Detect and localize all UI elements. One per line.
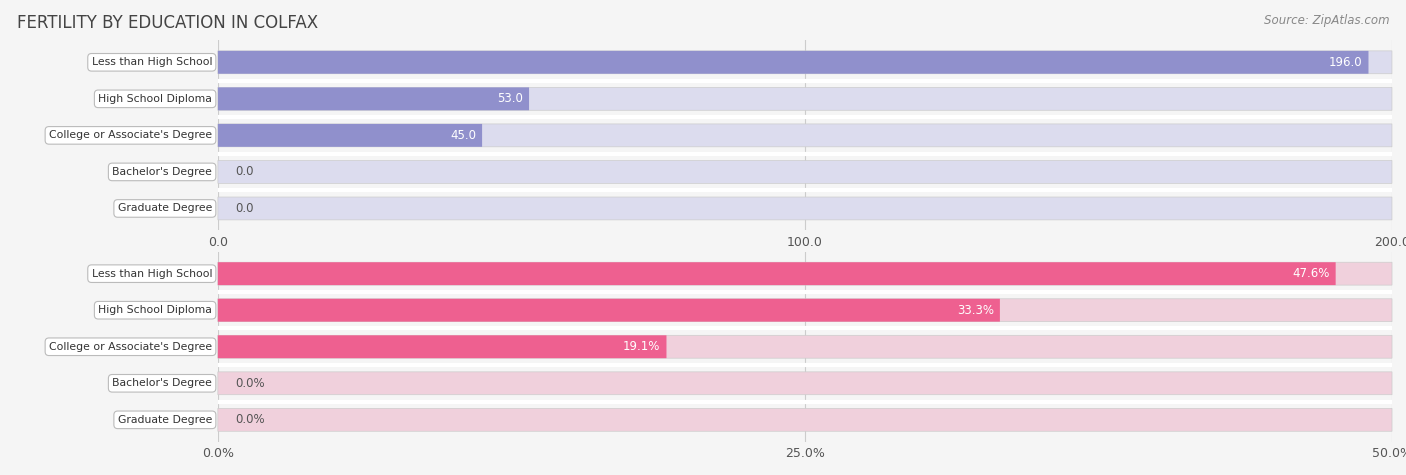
FancyBboxPatch shape xyxy=(218,335,666,358)
Text: Source: ZipAtlas.com: Source: ZipAtlas.com xyxy=(1264,14,1389,27)
FancyBboxPatch shape xyxy=(218,262,1336,285)
Text: College or Associate's Degree: College or Associate's Degree xyxy=(49,130,212,141)
FancyBboxPatch shape xyxy=(218,124,482,147)
FancyBboxPatch shape xyxy=(218,299,1392,322)
Text: Bachelor's Degree: Bachelor's Degree xyxy=(112,167,212,177)
FancyBboxPatch shape xyxy=(218,51,1392,74)
FancyBboxPatch shape xyxy=(218,197,1392,220)
Text: 33.3%: 33.3% xyxy=(957,304,994,317)
Text: 196.0: 196.0 xyxy=(1329,56,1362,69)
Text: 0.0: 0.0 xyxy=(236,202,254,215)
Text: High School Diploma: High School Diploma xyxy=(98,94,212,104)
Text: 53.0: 53.0 xyxy=(498,92,523,105)
Text: 0.0%: 0.0% xyxy=(236,413,266,427)
Text: 19.1%: 19.1% xyxy=(623,340,661,353)
FancyBboxPatch shape xyxy=(218,372,1392,395)
Text: College or Associate's Degree: College or Associate's Degree xyxy=(49,342,212,352)
FancyBboxPatch shape xyxy=(218,408,1392,431)
Text: 47.6%: 47.6% xyxy=(1292,267,1330,280)
Text: Bachelor's Degree: Bachelor's Degree xyxy=(112,378,212,388)
Text: 0.0%: 0.0% xyxy=(236,377,266,390)
Text: Graduate Degree: Graduate Degree xyxy=(118,415,212,425)
FancyBboxPatch shape xyxy=(218,51,1368,74)
FancyBboxPatch shape xyxy=(218,161,1392,183)
Text: Graduate Degree: Graduate Degree xyxy=(118,203,212,213)
Text: 0.0: 0.0 xyxy=(236,165,254,179)
Text: 45.0: 45.0 xyxy=(450,129,477,142)
FancyBboxPatch shape xyxy=(218,124,1392,147)
FancyBboxPatch shape xyxy=(218,87,529,110)
FancyBboxPatch shape xyxy=(218,87,1392,110)
Text: Less than High School: Less than High School xyxy=(91,269,212,279)
Text: High School Diploma: High School Diploma xyxy=(98,305,212,315)
Text: FERTILITY BY EDUCATION IN COLFAX: FERTILITY BY EDUCATION IN COLFAX xyxy=(17,14,318,32)
Text: Less than High School: Less than High School xyxy=(91,57,212,67)
FancyBboxPatch shape xyxy=(218,335,1392,358)
FancyBboxPatch shape xyxy=(218,262,1392,285)
FancyBboxPatch shape xyxy=(218,299,1000,322)
